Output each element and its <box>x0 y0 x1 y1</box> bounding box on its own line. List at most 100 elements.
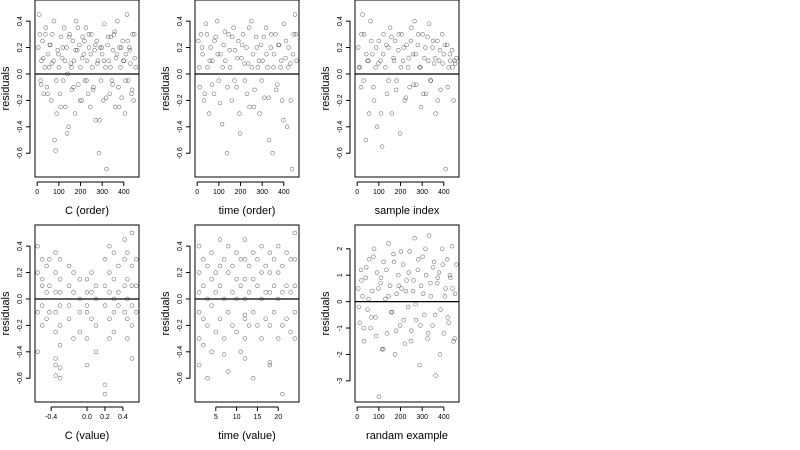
scatter-point <box>281 21 287 26</box>
scatter-point <box>197 65 202 70</box>
scatter-point <box>37 32 42 37</box>
y-tick-label: 0.2 <box>17 43 24 53</box>
scatter-point <box>125 316 130 321</box>
scatter-point <box>85 91 91 96</box>
scatter-point <box>47 309 52 315</box>
scatter-point <box>199 45 205 50</box>
scatter-point <box>432 312 438 318</box>
scatter-point <box>107 270 112 275</box>
scatter-point <box>201 343 206 348</box>
scatter-point <box>247 104 252 110</box>
scatter-point <box>418 283 424 288</box>
scatter-point <box>232 78 237 83</box>
scatter-point <box>234 329 239 335</box>
scatter-point <box>75 47 80 53</box>
scatter-point <box>53 250 58 255</box>
panel-time-value: 5 10 15 20 -0.6 -0.4 -0.2 0.0 0.2 0.4 time (value)… <box>160 224 300 442</box>
scatter-point <box>53 373 58 378</box>
scatter-point <box>242 316 248 321</box>
y-tick-label: -1 <box>337 325 344 331</box>
scatter-point <box>131 98 136 103</box>
scatter-point <box>57 257 63 262</box>
scatter-point <box>421 291 426 296</box>
scatter-point <box>130 32 135 37</box>
scatter-point <box>391 251 396 257</box>
scatter-point <box>111 329 117 335</box>
scatter-point <box>358 84 364 90</box>
scatter-point <box>386 78 391 83</box>
scatter-point <box>240 42 245 48</box>
scatter-point <box>294 58 299 63</box>
scatter-point <box>444 257 450 262</box>
scatter-point <box>403 95 409 100</box>
scatter-point <box>437 47 443 53</box>
scatter-point <box>211 91 217 96</box>
scatter-point <box>202 91 207 96</box>
scatter-point <box>251 276 256 282</box>
scatter-point <box>201 257 206 262</box>
scatter-point <box>63 104 68 110</box>
scatter-point <box>267 360 273 365</box>
scatter-point <box>109 78 115 83</box>
scatter-point <box>117 45 122 50</box>
y-tick-label: -2 <box>337 351 344 357</box>
scatter-point <box>416 257 421 262</box>
scatter-point <box>222 29 228 34</box>
y-tick-label: -0.2 <box>177 94 184 106</box>
scatter-point <box>441 51 447 57</box>
y-tick-label: -0.6 <box>337 147 344 159</box>
scatter-point <box>399 32 404 37</box>
scatter-point <box>418 65 423 70</box>
scatter-point <box>417 362 422 368</box>
scatter-point <box>426 331 431 336</box>
scatter-point <box>59 55 65 61</box>
scatter-point <box>407 249 412 254</box>
scatter-point <box>379 144 385 149</box>
scatter-point <box>284 250 289 255</box>
scatter-point <box>280 323 285 328</box>
y-tick-label: 0.4 <box>337 16 344 26</box>
scatter-point <box>60 45 65 50</box>
scatter-point <box>284 124 290 130</box>
scatter-point <box>408 339 414 344</box>
scatter-point <box>394 291 399 296</box>
scatter-point <box>39 303 45 308</box>
scatter-point <box>406 55 411 61</box>
scatter-point <box>221 336 227 341</box>
scatter-point <box>66 283 72 288</box>
scatter-point <box>392 352 398 357</box>
y-tick-label: 0.2 <box>17 268 24 278</box>
scatter-point <box>288 61 293 66</box>
scatter-point <box>288 329 293 335</box>
x-tick-label: 100 <box>53 189 65 196</box>
scatter-point <box>206 111 212 116</box>
scatter-point <box>433 111 438 116</box>
scatter-point <box>451 98 456 103</box>
scatter-point <box>378 280 383 286</box>
x-axis-title: time (value) <box>218 430 275 442</box>
plot-frame <box>34 0 140 178</box>
scatter-point <box>397 323 403 328</box>
scatter-point <box>410 51 416 57</box>
scatter-point <box>221 257 227 262</box>
scatter-point <box>94 38 99 44</box>
scatter-point <box>122 111 128 116</box>
scatter-point <box>292 283 298 288</box>
scatter-point <box>276 243 281 249</box>
scatter-point <box>80 34 85 40</box>
scatter-point <box>71 58 77 63</box>
scatter-point <box>404 278 409 283</box>
scatter-point <box>77 296 83 302</box>
scatter-point <box>438 87 443 93</box>
scatter-point <box>413 51 418 57</box>
scatter-point <box>234 84 239 90</box>
scatter-point <box>226 369 231 374</box>
scatter-point <box>259 270 264 275</box>
scatter-point <box>271 309 277 315</box>
scatter-point <box>425 34 430 40</box>
scatter-point <box>452 61 458 66</box>
scatter-point <box>209 82 215 87</box>
scatter-point <box>226 243 231 249</box>
scatter-point <box>77 42 82 48</box>
scatter-point <box>356 45 361 50</box>
